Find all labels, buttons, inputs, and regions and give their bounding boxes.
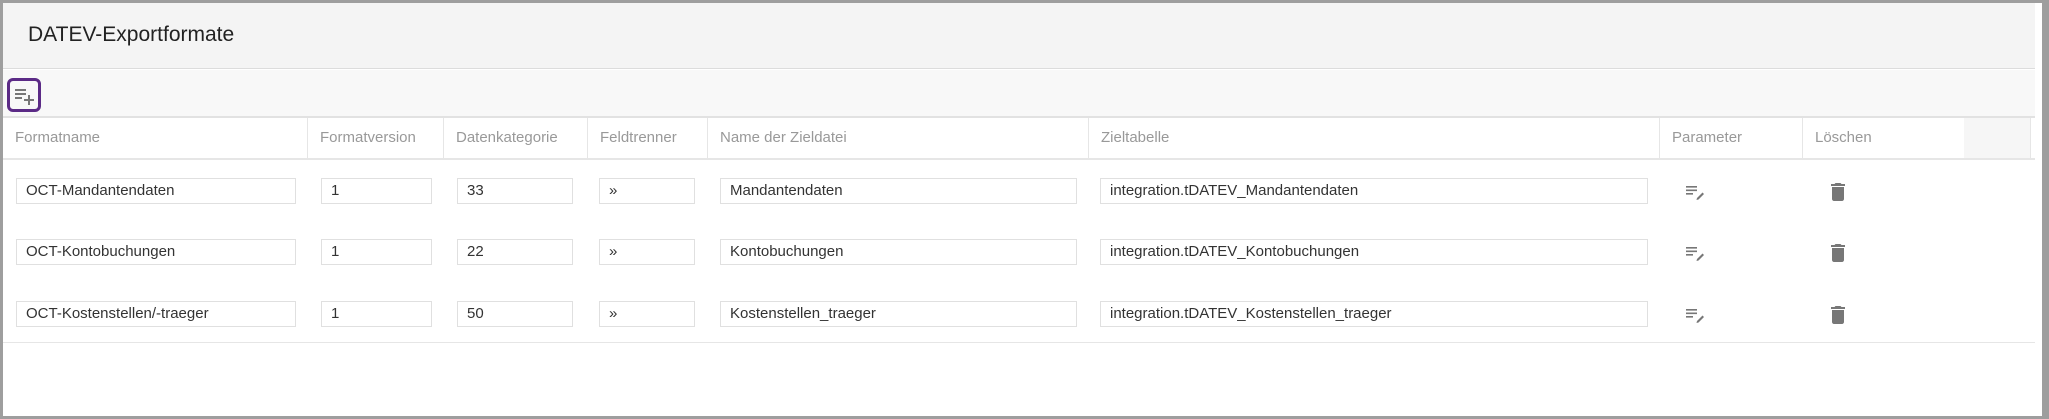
feldtrenner-input[interactable]: » [599, 301, 695, 327]
table-header: Formatname Formatversion Datenkategorie … [3, 118, 2042, 160]
col-feldtrenner[interactable]: Feldtrenner [588, 118, 708, 158]
zieltabelle-input[interactable]: integration.tDATEV_Mandantendaten [1100, 178, 1648, 204]
playlist-add-icon [15, 89, 34, 105]
trash-icon [1831, 183, 1845, 201]
toolbar [3, 70, 2042, 118]
trash-icon [1831, 306, 1845, 324]
header-filler [1964, 118, 2031, 158]
formatname-input[interactable]: OCT-Mandantendaten [16, 178, 296, 204]
delete-button[interactable] [1826, 180, 1850, 204]
add-format-button[interactable] [7, 78, 41, 112]
delete-button[interactable] [1826, 303, 1850, 327]
playlist-edit-icon [1686, 309, 1704, 323]
trash-icon [1831, 244, 1845, 262]
col-zieltabelle[interactable]: Zieltabelle [1089, 118, 1660, 158]
feldtrenner-input[interactable]: » [599, 178, 695, 204]
col-datenkategorie[interactable]: Datenkategorie [444, 118, 588, 158]
table-bottom-divider [3, 342, 2042, 343]
page-title: DATEV-Exportformate [28, 23, 235, 46]
col-formatversion[interactable]: Formatversion [308, 118, 444, 158]
formatversion-input[interactable]: 1 [321, 301, 432, 327]
edit-parameters-button[interactable] [1683, 303, 1707, 327]
formatname-input[interactable]: OCT-Kontobuchungen [16, 239, 296, 265]
edit-parameters-button[interactable] [1683, 180, 1707, 204]
datenkategorie-input[interactable]: 22 [457, 239, 573, 265]
zieldatei-input[interactable]: Kostenstellen_traeger [720, 301, 1077, 327]
table-row: OCT-Kontobuchungen 1 22 » Kontobuchungen… [3, 239, 2042, 269]
feldtrenner-input[interactable]: » [599, 239, 695, 265]
col-loeschen[interactable]: Löschen [1815, 129, 1872, 146]
col-zieldatei[interactable]: Name der Zieldatei [708, 118, 1089, 158]
table-row: OCT-Mandantendaten 1 33 » Mandantendaten… [3, 178, 2042, 208]
datenkategorie-input[interactable]: 33 [457, 178, 573, 204]
zieldatei-input[interactable]: Mandantendaten [720, 178, 1077, 204]
formatversion-input[interactable]: 1 [321, 239, 432, 265]
datev-export-panel: DATEV-Exportformate Formatname Formatver… [3, 3, 2042, 416]
col-parameter[interactable]: Parameter [1660, 118, 1803, 158]
playlist-edit-icon [1686, 247, 1704, 261]
formatversion-input[interactable]: 1 [321, 178, 432, 204]
playlist-edit-icon [1686, 186, 1704, 200]
zieltabelle-input[interactable]: integration.tDATEV_Kostenstellen_traeger [1100, 301, 1648, 327]
datenkategorie-input[interactable]: 50 [457, 301, 573, 327]
table-row: OCT-Kostenstellen/-traeger 1 50 » Kosten… [3, 301, 2042, 331]
title-bar: DATEV-Exportformate [3, 3, 2042, 69]
delete-button[interactable] [1826, 241, 1850, 265]
scrollbar[interactable] [2035, 3, 2042, 416]
zieldatei-input[interactable]: Kontobuchungen [720, 239, 1077, 265]
col-formatname[interactable]: Formatname [3, 118, 308, 158]
formatname-input[interactable]: OCT-Kostenstellen/-traeger [16, 301, 296, 327]
zieltabelle-input[interactable]: integration.tDATEV_Kontobuchungen [1100, 239, 1648, 265]
edit-parameters-button[interactable] [1683, 241, 1707, 265]
